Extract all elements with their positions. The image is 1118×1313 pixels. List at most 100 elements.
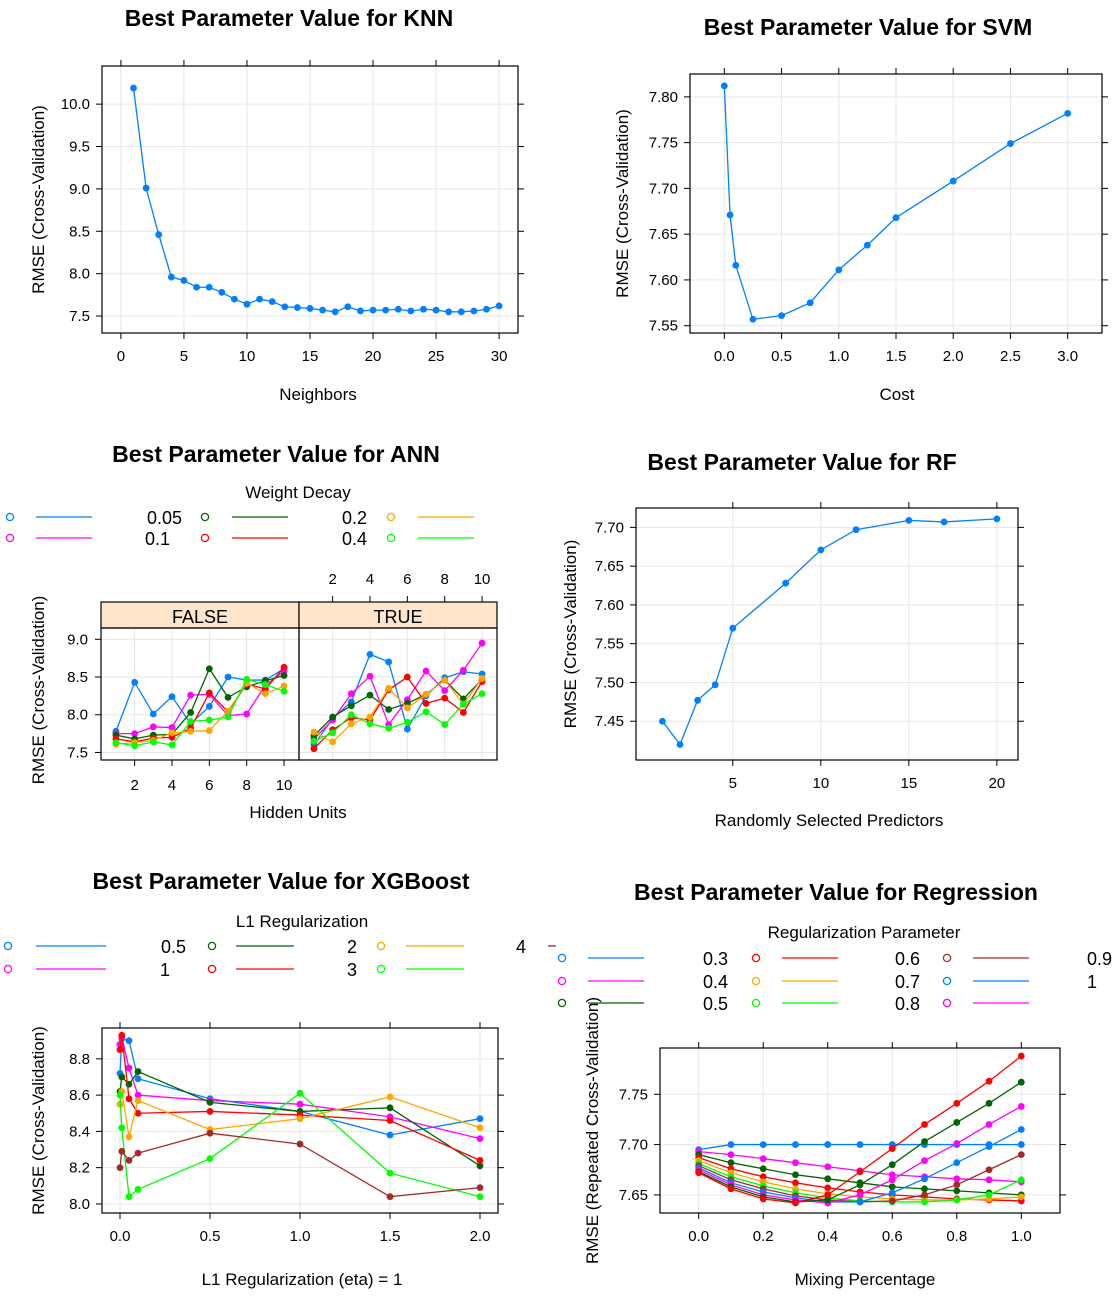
series-point [459, 700, 467, 708]
series-point [310, 737, 318, 745]
series-point [280, 682, 288, 690]
series-point [125, 1193, 133, 1201]
series-line [115, 667, 285, 740]
series-point [347, 702, 355, 710]
series-point [296, 1100, 304, 1108]
series-point [131, 678, 139, 686]
series-point [985, 1121, 993, 1128]
series-point [205, 665, 213, 673]
series-point [131, 730, 139, 737]
legend-label: 1 [160, 960, 170, 980]
x-tick-label: 0.5 [771, 348, 792, 365]
series-line [313, 678, 483, 737]
series-point [366, 651, 374, 658]
series-point [792, 1199, 799, 1207]
legend-marker [557, 976, 567, 986]
series-point [985, 1099, 993, 1107]
series-point [118, 1073, 126, 1081]
series-point [134, 1109, 142, 1117]
series-point [782, 579, 790, 587]
series-line [115, 666, 285, 743]
series-point [155, 231, 163, 239]
series-point [695, 1169, 703, 1177]
series-point [206, 1129, 214, 1137]
legend-marker [376, 964, 386, 974]
series-point [168, 729, 176, 737]
series-point [281, 303, 289, 311]
legend-label: 0.8 [895, 994, 920, 1014]
legend-label: 0.6 [895, 949, 920, 969]
series-point [230, 295, 238, 303]
series-line [115, 668, 285, 732]
series-point [218, 288, 226, 296]
series-line [313, 642, 483, 740]
series-point [856, 1181, 864, 1189]
x-tick-label: 2.0 [943, 348, 964, 365]
legend-marker [557, 953, 567, 963]
series-point [422, 708, 430, 716]
series-point [422, 690, 430, 698]
y-tick-label: 7.60 [649, 272, 678, 289]
series-point [420, 305, 427, 313]
y-tick-label: 8.5 [67, 669, 88, 686]
y-tick-label: 7.65 [619, 1187, 648, 1204]
series-point [720, 82, 728, 90]
series-point [1064, 109, 1072, 117]
series-point [134, 1068, 142, 1075]
x-tick-label: 0.6 [882, 1228, 903, 1245]
series-line [115, 682, 285, 745]
legend-label: 0.2 [342, 508, 367, 528]
legend-marker [5, 512, 15, 522]
x-tick-label: 1.0 [828, 348, 849, 365]
series-point [168, 724, 176, 731]
legend-label: 0.5 [703, 994, 728, 1014]
series-point [206, 1108, 214, 1115]
series-point [149, 710, 157, 718]
x-tick-label-top: 8 [441, 571, 449, 588]
series-point [659, 717, 666, 725]
series-point [125, 1157, 133, 1164]
series-point [476, 1193, 484, 1201]
series-point [806, 299, 814, 307]
x-tick-label: 20 [365, 348, 382, 365]
series-line [119, 1035, 481, 1161]
x-tick-label-top: 6 [403, 571, 411, 588]
series-point [888, 1171, 896, 1179]
series-point [953, 1159, 961, 1167]
legend-label: 0.7 [895, 972, 920, 992]
series-point [940, 518, 948, 526]
legend-label: 4 [516, 937, 526, 957]
series-point [792, 1171, 799, 1179]
x-tick-label: 2 [130, 777, 138, 794]
series-point [205, 727, 213, 734]
series-line [115, 678, 285, 747]
y-tick-label: 9.0 [67, 631, 88, 648]
series-point [347, 711, 355, 719]
series-point [441, 694, 449, 702]
series-point [888, 1183, 896, 1191]
y-tick-label: 8.0 [69, 1196, 90, 1213]
series-point [118, 1124, 126, 1132]
series-point [1017, 1052, 1025, 1060]
series-point [130, 84, 137, 92]
series-point [296, 1140, 304, 1148]
legend-marker [942, 998, 952, 1008]
series-point [193, 283, 200, 291]
series-point [824, 1141, 832, 1148]
series-point [1017, 1126, 1025, 1133]
series-point [407, 307, 415, 315]
series-point [1017, 1078, 1025, 1086]
y-tick-label: 9.5 [69, 139, 90, 156]
series-point [905, 517, 913, 524]
series-point [310, 745, 318, 753]
legend-marker [200, 512, 210, 522]
series-point [476, 1115, 484, 1123]
y-tick-label: 8.5 [69, 223, 90, 240]
x-tick-label: 10 [276, 777, 293, 794]
x-axis-label: Cost [880, 385, 915, 404]
legend-marker [386, 512, 396, 522]
series-point [422, 700, 430, 707]
series-point [1017, 1151, 1025, 1159]
series-point [445, 308, 453, 316]
y-tick-label: 7.70 [649, 180, 678, 197]
